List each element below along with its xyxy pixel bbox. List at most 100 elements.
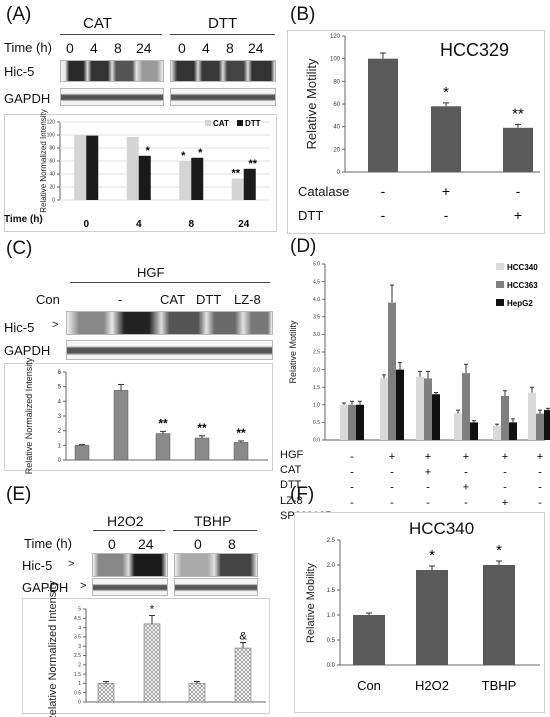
- panel-label-a: (A): [6, 4, 32, 25]
- protein-label-hic5: Hic-5: [4, 64, 35, 79]
- bar-hepg2-3: [470, 422, 478, 440]
- time-cat-8: 8: [114, 40, 122, 56]
- protein-label-hic5-c: Hic-5: [4, 320, 35, 335]
- bar-f-h2o2: [416, 570, 448, 665]
- bar-hcc363-1: [388, 302, 396, 440]
- annotation-b-1: *: [443, 84, 449, 101]
- bar-hcc340-2: [416, 376, 424, 440]
- annotation-c-3: **: [197, 421, 207, 435]
- chart-e-ylabel: Relative Normalized Intensity: [47, 580, 59, 717]
- bar-hcc363-4: [501, 396, 509, 440]
- bar-hcc340-4: [493, 425, 501, 440]
- bar-b-2: [503, 127, 533, 172]
- bar-hcc340-3: [454, 413, 462, 440]
- chart-c-y-tick-label: 2: [58, 429, 62, 435]
- blot-gapdh-c: [66, 340, 273, 360]
- panel-b-chart-frame: [287, 30, 545, 234]
- time-cat-24: 24: [136, 40, 152, 56]
- annotation-dtt-4: *: [146, 145, 151, 157]
- chart-e-y-tick-label: 4: [78, 625, 81, 631]
- time-dtt-4: 4: [202, 40, 210, 56]
- row-symbol-d-2-5: -: [538, 482, 542, 494]
- legend-swatch-hcc340: [496, 263, 504, 270]
- bar-dtt-0: [86, 135, 99, 200]
- row-symbol-d-0-2: +: [425, 451, 431, 463]
- chart-e-y-tick-label: 1.5: [74, 672, 81, 678]
- chart-b-y-tick-label: 80: [333, 79, 340, 85]
- chart-b-y-tick-label: 100: [330, 57, 341, 63]
- bar-hcc340-5: [528, 392, 536, 440]
- row-symbol-d-1-5: -: [538, 466, 542, 478]
- row-symbol-d-2-2: -: [426, 482, 430, 494]
- chart-d-y-tick-label: 2.0: [313, 367, 320, 373]
- row-symbol-d-2-1: -: [390, 482, 394, 494]
- row-symbol-b-0-1: +: [442, 183, 450, 199]
- bar-hepg2-5: [544, 410, 550, 440]
- chart-f-y-tick-label: 1.0: [327, 613, 336, 619]
- chart-d-ylabel: Relative Motility: [288, 320, 298, 384]
- row-label-lz8: LZ-8: [280, 495, 303, 507]
- panel-label-e: (E): [6, 484, 32, 505]
- blot-hic5-cat: [60, 60, 164, 82]
- chart-b-y-tick-label: 20: [333, 147, 340, 153]
- chart-e-y-tick-label: 3: [78, 644, 81, 650]
- chart-d-y-tick-label: 0.5: [313, 420, 320, 426]
- chart-f-y-tick-label: 2.0: [327, 563, 336, 569]
- group-line-dtt: [170, 34, 275, 35]
- chart-c-y-tick-label: 1: [58, 443, 62, 449]
- group-label-tbhp: TBHP: [194, 513, 232, 529]
- chart-a-y-tick-label: 0: [52, 198, 55, 204]
- bar-dtt-8: [191, 157, 204, 200]
- lane-label-lz8: LZ-8: [234, 292, 261, 307]
- legend-label-hepg2: HepG2: [507, 299, 533, 308]
- panel-label-d: (D): [290, 236, 317, 257]
- bar-hcc363-5: [536, 413, 544, 440]
- chart-c-y-tick-label: 6: [58, 370, 62, 376]
- chart-d-y-tick-label: 0.0: [313, 438, 320, 444]
- group-label-h2o2: H2O2: [107, 513, 144, 529]
- bar-hcc363-3: [462, 373, 470, 440]
- row-symbol-d-0-3: +: [463, 451, 469, 463]
- time-label: Time (h): [4, 40, 52, 55]
- bar-cat-4: [126, 136, 139, 200]
- hgf-line: [70, 282, 270, 283]
- hgf-label: HGF: [137, 265, 165, 280]
- row-symbol-d-1-3: -: [464, 466, 468, 478]
- bar-dtt-4: [138, 155, 151, 200]
- chart-f-y-tick-label: 0.5: [327, 638, 336, 644]
- row-symbol-b-1-0: -: [381, 207, 386, 223]
- time-e-24: 24: [138, 536, 154, 552]
- blot-hic5-h2o2: [92, 553, 168, 577]
- chart-d-y-tick-label: 1.0: [313, 402, 320, 408]
- x-tick-label-24: 24: [238, 219, 250, 230]
- row-symbol-b-0-2: -: [516, 183, 521, 199]
- chart-d-y-tick-label: 2.5: [313, 350, 320, 356]
- chart-f-title: HCC340: [409, 519, 475, 538]
- arrow-c: >: [52, 319, 59, 331]
- annotation-b-2: **: [512, 105, 524, 122]
- chart-c-y-tick-label: 5: [58, 385, 62, 391]
- chart-e-y-tick-label: 0.5: [74, 690, 81, 696]
- lane-label-cat: CAT: [160, 292, 186, 307]
- chart-d-y-tick-label: 5.0: [313, 262, 320, 268]
- row-symbol-d-1-4: -: [503, 466, 507, 478]
- time-cat-0: 0: [66, 40, 74, 56]
- bar-hepg2-2: [432, 394, 440, 440]
- row-symbol-d-2-4: -: [503, 482, 507, 494]
- chart-f-ylabel: Relative Mobility: [305, 562, 317, 643]
- legend-label-dtt: DTT: [245, 119, 261, 128]
- row-symbol-d-0-4: +: [502, 451, 508, 463]
- lane-label-minus: -: [118, 292, 123, 307]
- row-symbol-d-3-1: -: [390, 497, 394, 509]
- panel-c-chart-frame: [4, 363, 273, 471]
- row-symbol-d-1-1: -: [390, 466, 394, 478]
- chart-b-ylabel: Relative Motility: [304, 58, 319, 150]
- row-symbol-d-3-2: -: [426, 497, 430, 509]
- row-symbol-d-1-0: -: [350, 466, 354, 478]
- chart-b-y-tick-label: 40: [333, 125, 340, 131]
- bar-f-con: [353, 615, 385, 665]
- chart-d-y-tick-label: 4.0: [313, 297, 320, 303]
- row-label-dtt-d: DTT: [280, 479, 302, 491]
- annotation-c-2: **: [158, 416, 168, 430]
- annotation-cat-8: *: [181, 150, 186, 162]
